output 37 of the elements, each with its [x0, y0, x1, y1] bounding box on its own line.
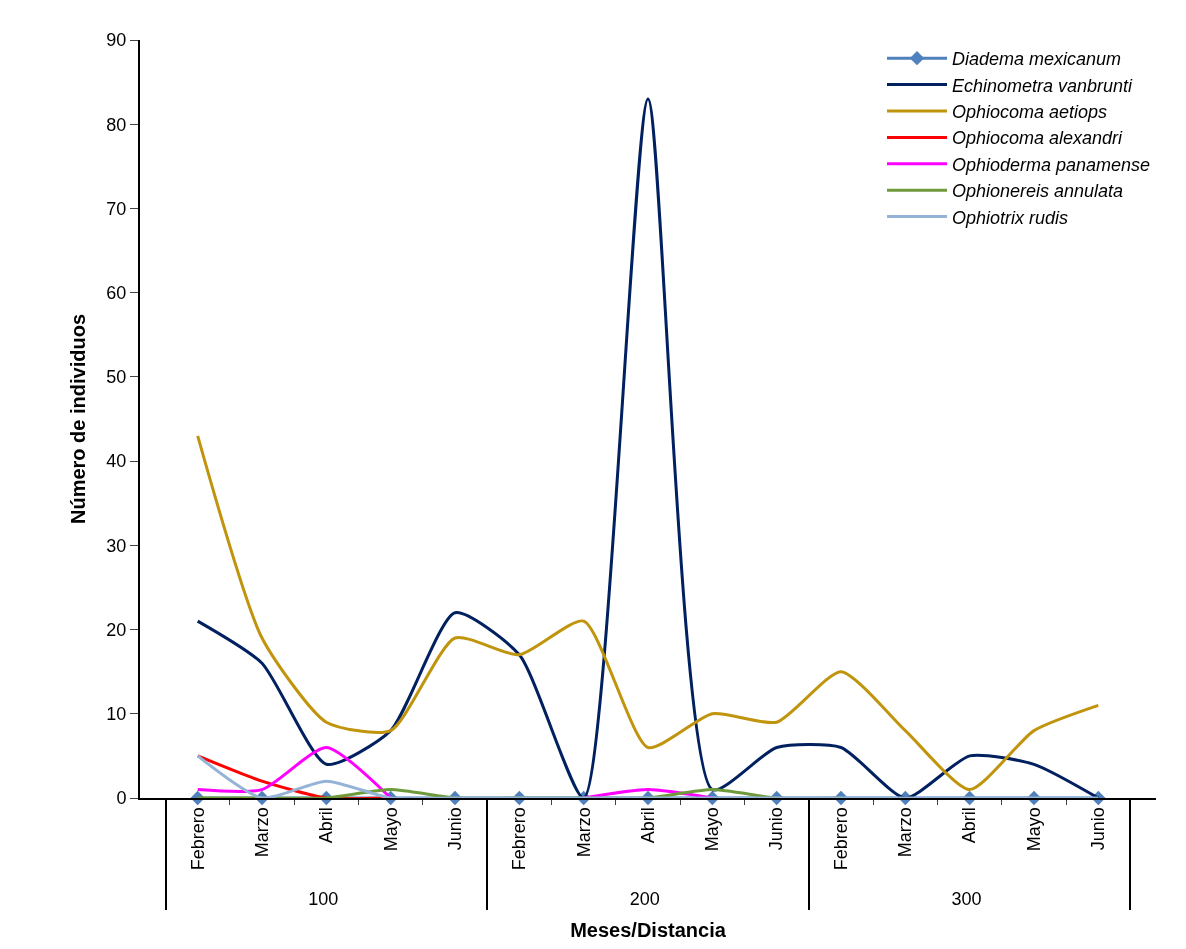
legend-label: Diadema mexicanum [952, 49, 1122, 70]
y-axis-title: Número de individuos [67, 313, 90, 525]
y-tick-label: 90 [106, 30, 127, 51]
x-axis-title: Meses/Distancia [570, 918, 727, 941]
y-tick-label: 30 [106, 535, 127, 556]
y-tick-label: 10 [106, 704, 127, 725]
x-tick-label: Junio [766, 807, 787, 851]
x-tick-label: Febrero [187, 807, 208, 871]
x-tick-label: Mayo [1023, 807, 1044, 852]
legend-label: Ophiocoma alexandri [952, 128, 1124, 149]
legend-label: Ophiocoma aetiops [952, 102, 1108, 123]
y-tick-label: 70 [106, 198, 127, 219]
text: 200 [629, 888, 660, 909]
x-tick-label: Mayo [380, 807, 401, 852]
x-tick-label: Marzo [895, 807, 916, 858]
x-tick-label: Marzo [251, 807, 272, 858]
legend-label: Ophiotrix rudis [952, 207, 1069, 228]
legend-label: Echinometra vanbrunti [952, 75, 1134, 96]
x-tick-label: Abril [637, 807, 658, 844]
y-tick-label: 50 [106, 367, 127, 388]
legend-label: Ophionereis annulata [952, 181, 1124, 202]
x-tick-label: Marzo [573, 807, 594, 858]
text: 300 [951, 888, 982, 909]
y-tick-label: 0 [116, 788, 127, 809]
x-tick-label: Febrero [830, 807, 851, 871]
x-tick-label: Junio [444, 807, 465, 851]
x-tick-label: Abril [316, 807, 337, 844]
y-tick-label: 80 [106, 114, 127, 135]
x-tick-label: Febrero [509, 807, 530, 871]
legend-label: Ophioderma panamense [952, 154, 1151, 175]
x-tick-label: Junio [1088, 807, 1109, 851]
y-tick-label: 20 [106, 619, 127, 640]
x-tick-label: Mayo [702, 807, 723, 852]
y-tick-label: 60 [106, 282, 127, 303]
x-tick-label: Abril [959, 807, 980, 844]
y-tick-label: 40 [106, 451, 127, 472]
text: 100 [308, 888, 339, 909]
